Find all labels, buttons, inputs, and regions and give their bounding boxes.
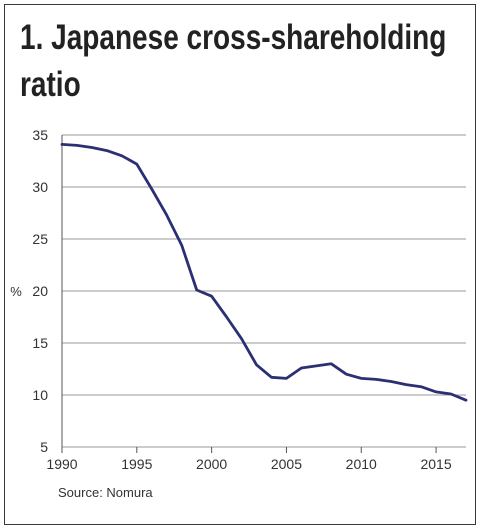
data-point: [330, 363, 332, 365]
y-tick-label: 25: [32, 231, 48, 247]
data-point: [225, 316, 227, 318]
chart-frame: [4, 4, 476, 525]
data-point: [300, 367, 302, 369]
y-tick-label: 20: [32, 283, 48, 299]
data-point: [375, 378, 377, 380]
data-point: [405, 383, 407, 385]
data-point: [360, 377, 362, 379]
data-point: [151, 188, 153, 190]
x-tick-label: 1995: [121, 456, 152, 472]
data-point: [210, 295, 212, 297]
x-tick-label: 2010: [346, 456, 377, 472]
chart-title-line-2: ratio: [20, 65, 81, 104]
y-tick-label: 10: [32, 387, 48, 403]
data-point: [76, 144, 78, 146]
data-point: [136, 163, 138, 165]
gridlines: [62, 134, 466, 448]
series-line: [60, 143, 468, 402]
data-point: [465, 399, 467, 401]
y-tick-label: 35: [32, 127, 48, 143]
x-tick-label: 2015: [420, 456, 451, 472]
data-point: [390, 380, 392, 382]
y-tick-label: 15: [32, 335, 48, 351]
x-tick-label: 1990: [46, 456, 77, 472]
data-point: [315, 365, 317, 367]
data-point: [240, 338, 242, 340]
data-point: [435, 391, 437, 393]
data-points: [61, 143, 467, 401]
data-point: [255, 364, 257, 366]
data-point: [166, 214, 168, 216]
x-tick-label: 2005: [271, 456, 302, 472]
data-point: [270, 376, 272, 378]
x-tick-label: 2000: [196, 456, 227, 472]
y-tick-label: 5: [40, 439, 48, 455]
y-axis-label: %: [10, 284, 22, 299]
data-point: [285, 377, 287, 379]
y-axis: 5 10 15 20 25 30 35: [32, 127, 63, 455]
data-point: [195, 289, 197, 291]
source-note: Source: Nomura: [58, 485, 153, 500]
y-tick-label: 30: [32, 179, 48, 195]
data-point: [61, 143, 63, 145]
data-point: [91, 146, 93, 148]
data-point: [345, 373, 347, 375]
data-point: [420, 385, 422, 387]
data-point: [450, 393, 452, 395]
data-point: [106, 149, 108, 151]
data-point: [181, 244, 183, 246]
data-point: [121, 155, 123, 157]
x-axis: 1990 1995 2000 2005 2010 2015: [46, 447, 452, 472]
